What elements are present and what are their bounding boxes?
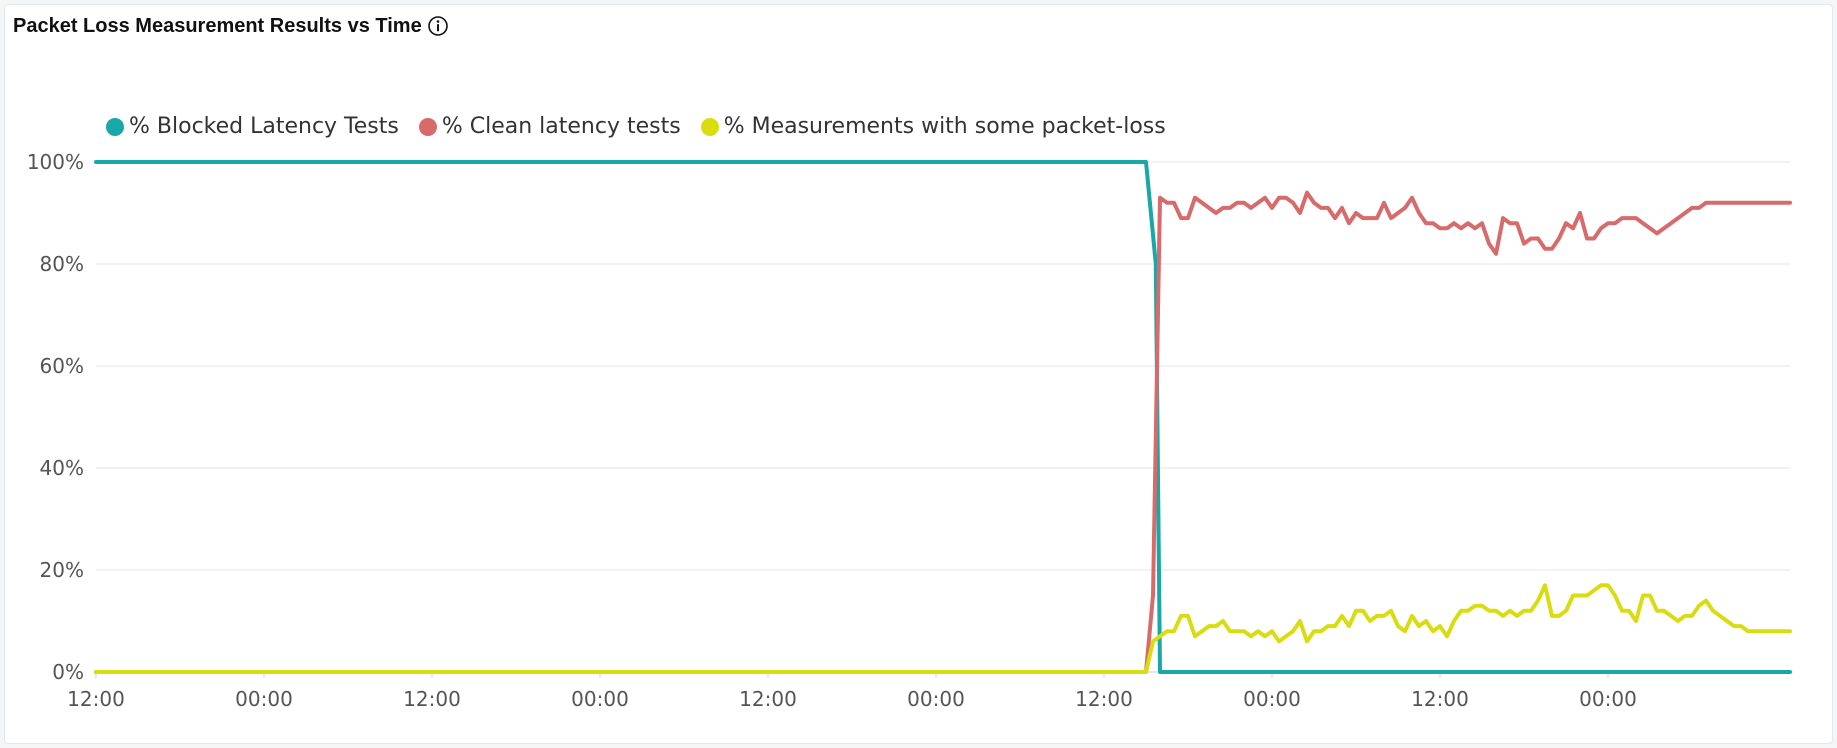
legend-item-packet-loss[interactable]: % Measurements with some packet-loss	[700, 114, 1166, 139]
x-tick-label: 00:00	[235, 687, 293, 711]
y-tick-label: 100%	[27, 150, 84, 174]
legend-label-packet-loss: % Measurements with some packet-loss	[723, 114, 1166, 139]
y-tick-label: 80%	[40, 252, 84, 276]
chart-header: Packet Loss Measurement Results vs Time	[13, 14, 450, 38]
legend-swatch-blocked	[106, 117, 124, 136]
legend-label-clean: % Clean latency tests	[441, 114, 681, 139]
legend-item-blocked[interactable]: % Blocked Latency Tests	[106, 114, 399, 139]
y-tick-label: 60%	[40, 354, 84, 378]
y-tick-label: 0%	[52, 660, 84, 684]
legend-swatch-packet-loss	[700, 117, 719, 136]
legend-swatch-clean	[418, 117, 437, 136]
chart-panel	[4, 4, 1833, 744]
x-tick-label: 12:00	[403, 687, 461, 711]
info-icon[interactable]	[426, 14, 450, 38]
x-tick-label: 00:00	[907, 687, 965, 711]
x-tick-label: 12:00	[1411, 687, 1469, 711]
y-tick-label: 20%	[40, 558, 84, 582]
x-tick-label: 12:00	[1075, 687, 1133, 711]
series-line-clean	[94, 190, 1792, 674]
legend-label-blocked: % Blocked Latency Tests	[129, 114, 399, 139]
legend-item-clean[interactable]: % Clean latency tests	[418, 114, 681, 139]
x-tick-label: 00:00	[1579, 687, 1637, 711]
series-line-blocked	[94, 160, 1792, 674]
chart-legend: % Blocked Latency Tests % Clean latency …	[106, 114, 1186, 139]
x-tick-label: 00:00	[571, 687, 629, 711]
x-tick-label: 00:00	[1243, 687, 1301, 711]
x-tick-label: 12:00	[739, 687, 797, 711]
series-line-packet-loss	[94, 583, 1792, 674]
chart-title: Packet Loss Measurement Results vs Time	[13, 14, 422, 37]
y-tick-label: 40%	[40, 456, 84, 480]
x-tick-label: 12:00	[67, 687, 125, 711]
